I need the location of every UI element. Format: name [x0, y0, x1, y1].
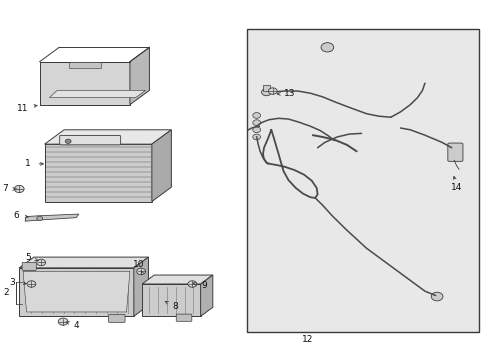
FancyBboxPatch shape	[22, 262, 36, 270]
Circle shape	[261, 89, 271, 96]
Text: 11: 11	[18, 104, 29, 113]
Text: 14: 14	[450, 183, 461, 192]
Circle shape	[65, 139, 71, 143]
FancyBboxPatch shape	[176, 314, 191, 321]
FancyBboxPatch shape	[108, 315, 125, 322]
Text: 1: 1	[24, 159, 30, 168]
Circle shape	[27, 281, 36, 287]
Text: 5: 5	[25, 253, 31, 262]
Polygon shape	[49, 90, 145, 98]
Polygon shape	[142, 275, 212, 284]
Text: 2: 2	[4, 288, 9, 297]
Circle shape	[252, 113, 260, 118]
Polygon shape	[130, 47, 149, 105]
Text: 7: 7	[2, 184, 7, 193]
Polygon shape	[44, 144, 152, 202]
Polygon shape	[25, 214, 79, 221]
Polygon shape	[40, 62, 130, 105]
Circle shape	[63, 138, 73, 145]
Circle shape	[252, 127, 260, 133]
Text: 12: 12	[302, 335, 313, 344]
FancyBboxPatch shape	[447, 143, 462, 161]
Text: 4: 4	[73, 321, 79, 330]
Circle shape	[187, 281, 196, 287]
Text: 6: 6	[13, 211, 19, 220]
Polygon shape	[68, 62, 101, 68]
Text: 8: 8	[172, 302, 178, 311]
Circle shape	[58, 318, 68, 325]
Circle shape	[252, 134, 260, 140]
Circle shape	[321, 42, 333, 52]
Text: 13: 13	[284, 89, 295, 98]
Polygon shape	[152, 130, 171, 202]
Bar	[263, 85, 270, 91]
Circle shape	[268, 88, 277, 94]
Circle shape	[252, 120, 260, 126]
Circle shape	[14, 185, 24, 193]
Polygon shape	[134, 257, 148, 316]
Circle shape	[37, 216, 42, 221]
Circle shape	[430, 292, 442, 301]
Text: 3: 3	[9, 278, 15, 287]
Text: 9: 9	[201, 281, 207, 290]
FancyBboxPatch shape	[60, 135, 121, 145]
Circle shape	[81, 137, 90, 144]
Polygon shape	[142, 284, 200, 316]
Polygon shape	[44, 130, 171, 144]
Polygon shape	[200, 275, 212, 316]
Circle shape	[137, 268, 145, 275]
Polygon shape	[19, 257, 148, 268]
Polygon shape	[23, 271, 130, 312]
Text: 10: 10	[133, 260, 144, 269]
FancyBboxPatch shape	[246, 30, 478, 332]
Polygon shape	[19, 268, 134, 316]
Circle shape	[37, 259, 45, 266]
